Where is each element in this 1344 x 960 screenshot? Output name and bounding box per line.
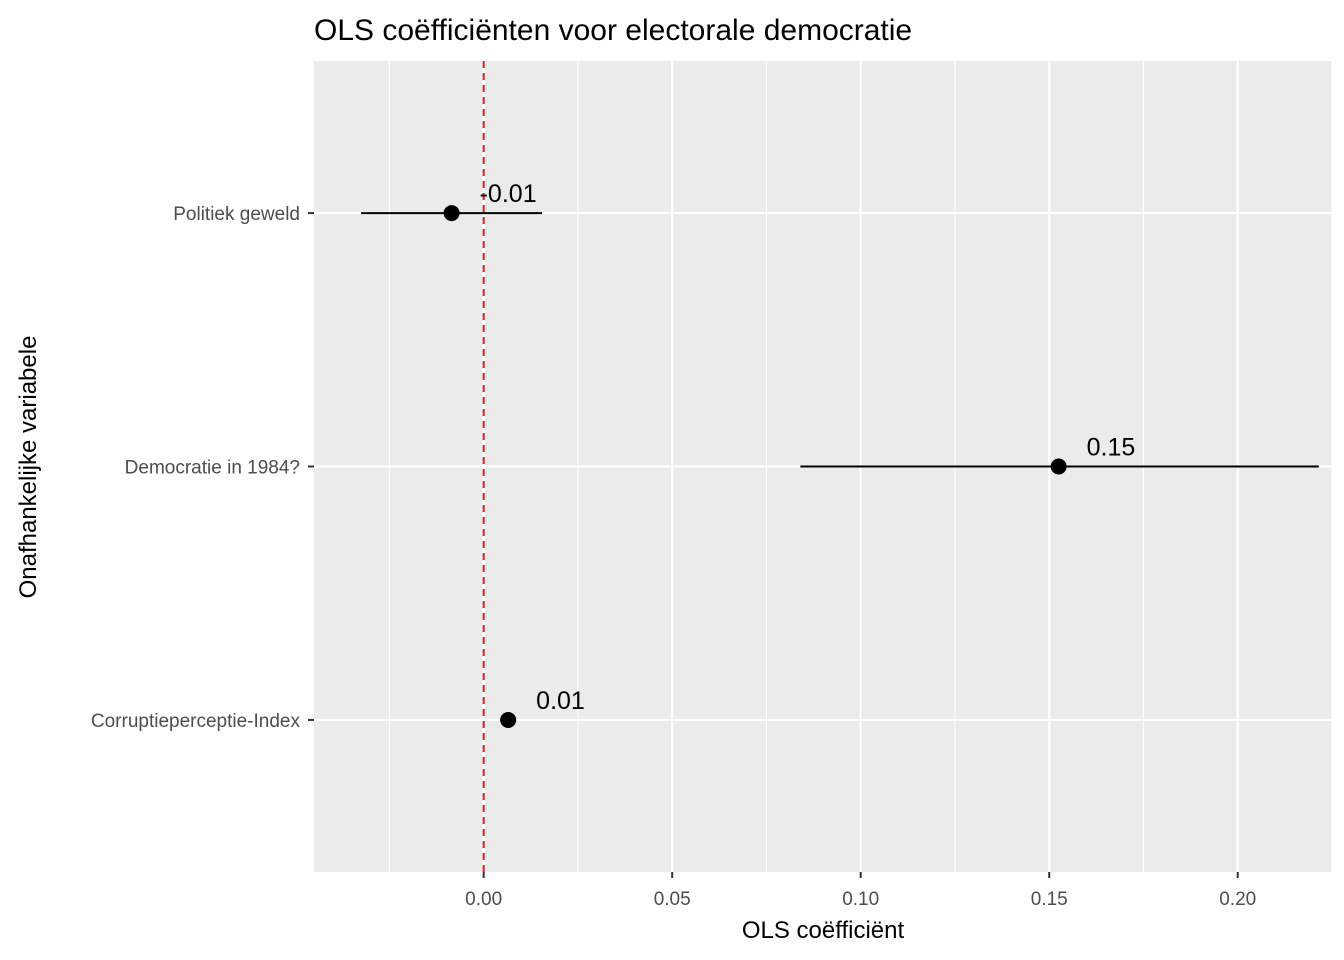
y-tick-label: Politiek geweld	[173, 204, 300, 225]
x-tick-label: 0.00	[465, 889, 502, 910]
coefficient-point	[443, 205, 460, 222]
x-tick-label: 0.10	[842, 889, 879, 910]
x-tick-label: 0.15	[1031, 889, 1068, 910]
y-axis-title: Onafhankelijke variabele	[15, 336, 42, 599]
y-axis: Politiek geweld Democratie in 1984? Corrup…	[91, 204, 314, 732]
coefficient-label: 0.01	[536, 687, 585, 715]
x-axis-title: OLS coëfficiënt	[742, 917, 905, 944]
y-tick-label: Democratie in 1984?	[125, 458, 300, 479]
x-tick-label: 0.05	[654, 889, 691, 910]
points	[443, 205, 1067, 728]
x-tick-label: 0.20	[1219, 889, 1256, 910]
chart-title: OLS coëfficiënten voor electorale democr…	[314, 14, 912, 47]
coefficient-label: 0.15	[1087, 434, 1136, 462]
data-labels: -0.01 0.15 0.01	[480, 180, 1136, 715]
y-tick-label: Corruptieperceptie-Index	[91, 711, 301, 732]
coefficient-point	[1050, 458, 1067, 475]
coefficient-point	[500, 711, 517, 728]
x-axis: 0.00 0.05 0.10 0.15 0.20	[465, 872, 1256, 910]
coefficient-label: -0.01	[480, 180, 537, 208]
